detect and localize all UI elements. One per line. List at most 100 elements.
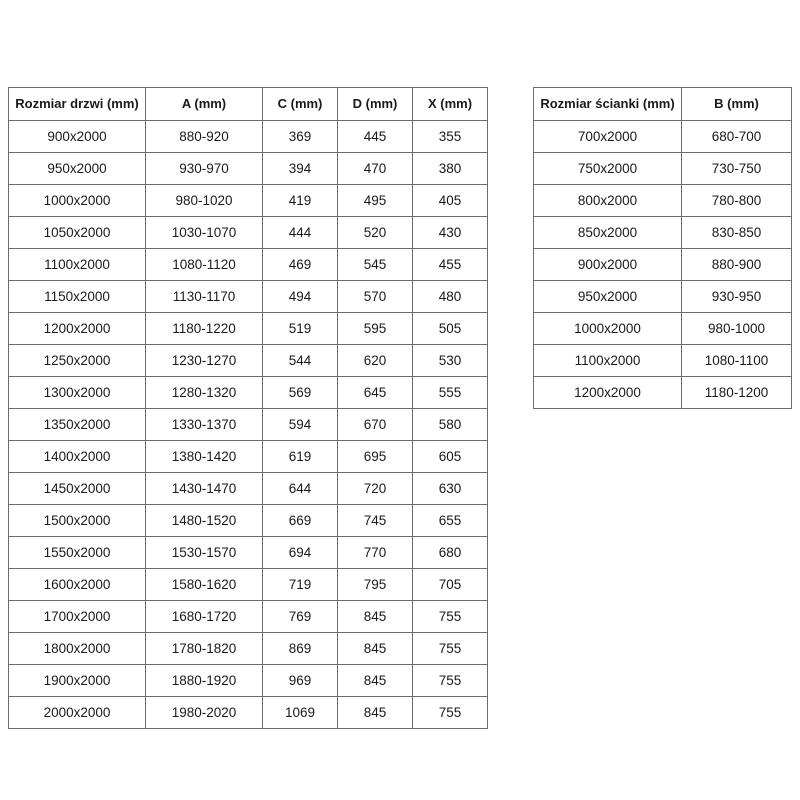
cell-value: 880-900 — [681, 248, 792, 281]
cell-value: 519 — [262, 312, 338, 345]
cell-value: 570 — [337, 280, 413, 313]
table-row: 1500x2000 1480-1520 669 745 655 — [8, 504, 488, 537]
cell-size: 1200x2000 — [8, 312, 146, 345]
table-row: 1350x2000 1330-1370 594 670 580 — [8, 408, 488, 441]
table-row: 1200x2000 1180-1200 — [533, 376, 792, 409]
cell-size: 1000x2000 — [533, 312, 682, 345]
cell-size: 900x2000 — [8, 120, 146, 153]
cell-value: 619 — [262, 440, 338, 473]
wall-table-header: Rozmiar ścianki (mm) B (mm) — [533, 87, 792, 121]
cell-value: 694 — [262, 536, 338, 569]
cell-value: 580 — [412, 408, 488, 441]
table-row: 1100x2000 1080-1100 — [533, 344, 792, 377]
cell-size: 1900x2000 — [8, 664, 146, 697]
cell-value: 620 — [337, 344, 413, 377]
cell-size: 1400x2000 — [8, 440, 146, 473]
cell-size: 1800x2000 — [8, 632, 146, 665]
cell-value: 1680-1720 — [145, 600, 263, 633]
cell-value: 695 — [337, 440, 413, 473]
cell-value: 1069 — [262, 696, 338, 729]
cell-value: 1780-1820 — [145, 632, 263, 665]
cell-value: 644 — [262, 472, 338, 505]
column-header: D (mm) — [337, 87, 413, 121]
table-row: 1150x2000 1130-1170 494 570 480 — [8, 280, 488, 313]
cell-value: 1230-1270 — [145, 344, 263, 377]
cell-size: 1200x2000 — [533, 376, 682, 409]
cell-value: 455 — [412, 248, 488, 281]
cell-value: 980-1000 — [681, 312, 792, 345]
table-row: 900x2000 880-900 — [533, 248, 792, 281]
cell-value: 394 — [262, 152, 338, 185]
column-header: B (mm) — [681, 87, 792, 121]
door-table-body: 900x2000 880-920 369 445 355 950x2000 930-970 3… — [8, 120, 488, 729]
cell-value: 680 — [412, 536, 488, 569]
cell-value: 770 — [337, 536, 413, 569]
cell-size: 1100x2000 — [533, 344, 682, 377]
column-header: A (mm) — [145, 87, 263, 121]
cell-value: 980-1020 — [145, 184, 263, 217]
cell-size: 1050x2000 — [8, 216, 146, 249]
cell-value: 745 — [337, 504, 413, 537]
table-row: 700x2000 680-700 — [533, 120, 792, 153]
column-header: Rozmiar ścianki (mm) — [533, 87, 682, 121]
table-row: 1000x2000 980-1020 419 495 405 — [8, 184, 488, 217]
table-row: 1800x2000 1780-1820 869 845 755 — [8, 632, 488, 665]
table-header-row: Rozmiar ścianki (mm) B (mm) — [533, 87, 792, 121]
cell-value: 795 — [337, 568, 413, 601]
cell-size: 1150x2000 — [8, 280, 146, 313]
cell-value: 1080-1100 — [681, 344, 792, 377]
table-row: 1600x2000 1580-1620 719 795 705 — [8, 568, 488, 601]
table-row: 1450x2000 1430-1470 644 720 630 — [8, 472, 488, 505]
cell-value: 480 — [412, 280, 488, 313]
cell-value: 845 — [337, 600, 413, 633]
column-header: X (mm) — [412, 87, 488, 121]
table-row: 1050x2000 1030-1070 444 520 430 — [8, 216, 488, 249]
table-row: 950x2000 930-970 394 470 380 — [8, 152, 488, 185]
cell-value: 670 — [337, 408, 413, 441]
cell-value: 1480-1520 — [145, 504, 263, 537]
cell-size: 1550x2000 — [8, 536, 146, 569]
cell-size: 2000x2000 — [8, 696, 146, 729]
cell-value: 1430-1470 — [145, 472, 263, 505]
cell-value: 930-970 — [145, 152, 263, 185]
cell-value: 380 — [412, 152, 488, 185]
column-header: Rozmiar drzwi (mm) — [8, 87, 146, 121]
cell-value: 930-950 — [681, 280, 792, 313]
cell-value: 494 — [262, 280, 338, 313]
cell-value: 630 — [412, 472, 488, 505]
table-row: 750x2000 730-750 — [533, 152, 792, 185]
cell-value: 355 — [412, 120, 488, 153]
cell-value: 1030-1070 — [145, 216, 263, 249]
table-row: 2000x2000 1980-2020 1069 845 755 — [8, 696, 488, 729]
table-row: 1200x2000 1180-1220 519 595 505 — [8, 312, 488, 345]
cell-value: 1580-1620 — [145, 568, 263, 601]
cell-value: 1180-1200 — [681, 376, 792, 409]
cell-value: 505 — [412, 312, 488, 345]
cell-value: 469 — [262, 248, 338, 281]
cell-value: 1180-1220 — [145, 312, 263, 345]
table-row: 1400x2000 1380-1420 619 695 605 — [8, 440, 488, 473]
table-header-row: Rozmiar drzwi (mm) A (mm) C (mm) D (mm) X (m… — [8, 87, 488, 121]
cell-value: 769 — [262, 600, 338, 633]
cell-size: 1600x2000 — [8, 568, 146, 601]
table-row: 1100x2000 1080-1120 469 545 455 — [8, 248, 488, 281]
cell-value: 1980-2020 — [145, 696, 263, 729]
cell-value: 545 — [337, 248, 413, 281]
cell-value: 1280-1320 — [145, 376, 263, 409]
cell-value: 669 — [262, 504, 338, 537]
table-row: 1250x2000 1230-1270 544 620 530 — [8, 344, 488, 377]
cell-size: 850x2000 — [533, 216, 682, 249]
cell-value: 719 — [262, 568, 338, 601]
cell-value: 845 — [337, 632, 413, 665]
cell-value: 1130-1170 — [145, 280, 263, 313]
table-row: 1300x2000 1280-1320 569 645 555 — [8, 376, 488, 409]
cell-value: 720 — [337, 472, 413, 505]
cell-value: 755 — [412, 632, 488, 665]
cell-value: 755 — [412, 696, 488, 729]
cell-value: 655 — [412, 504, 488, 537]
cell-value: 445 — [337, 120, 413, 153]
cell-value: 430 — [412, 216, 488, 249]
table-row: 800x2000 780-800 — [533, 184, 792, 217]
cell-size: 1700x2000 — [8, 600, 146, 633]
cell-size: 1350x2000 — [8, 408, 146, 441]
